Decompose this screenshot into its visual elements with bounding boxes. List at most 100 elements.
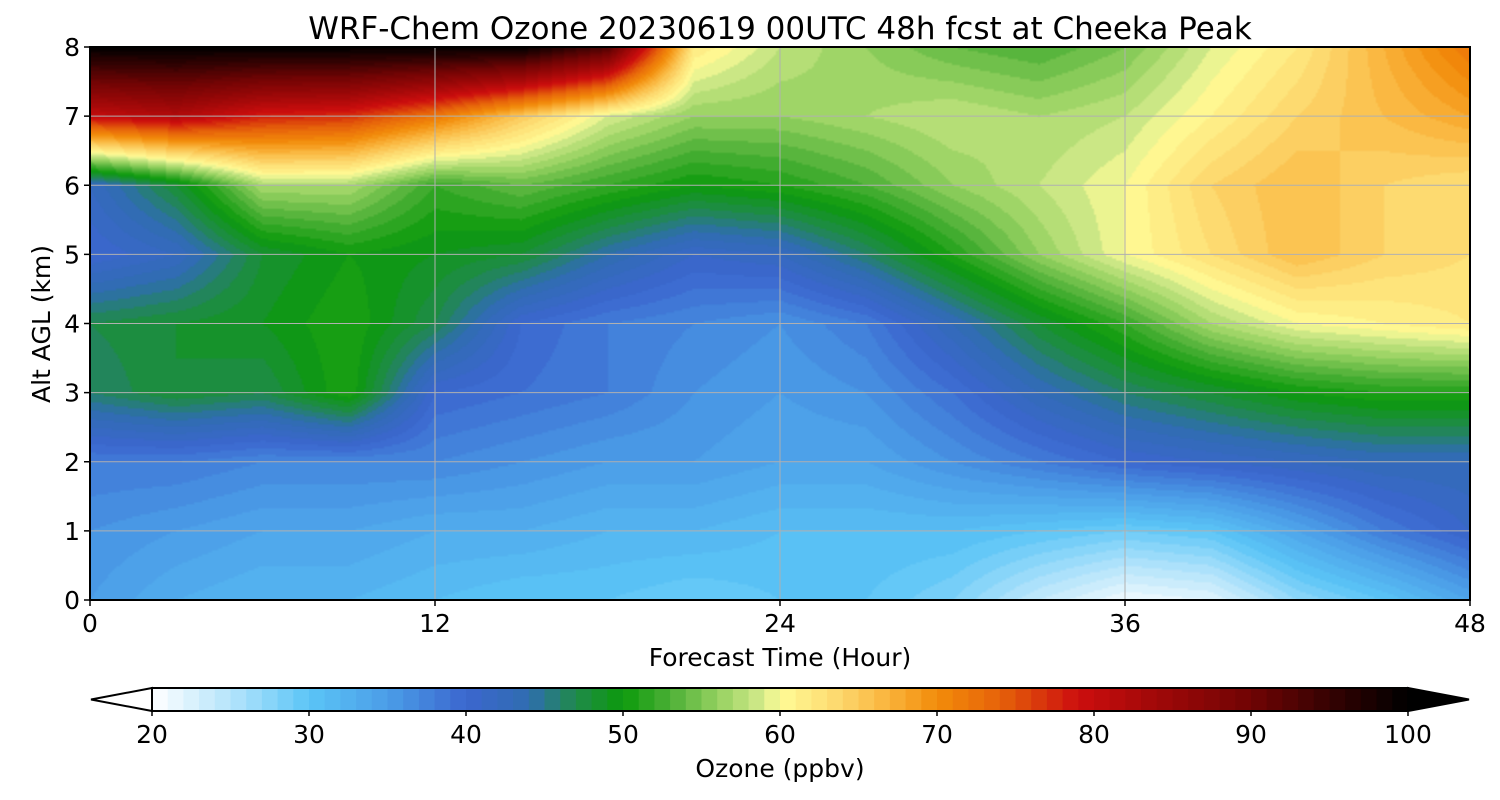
colorbar: 20 30 40 50 60 70 80 90 100 Ozone (ppbv) xyxy=(90,686,1470,783)
colorbar-tick-label: 40 xyxy=(450,720,482,749)
colorbar-cell xyxy=(560,688,577,711)
colorbar-tick-label: 70 xyxy=(921,720,953,749)
colorbar-cell xyxy=(764,688,781,711)
colorbar-cell xyxy=(654,688,671,711)
colorbar-cell xyxy=(748,688,765,711)
colorbar-cell xyxy=(1156,688,1174,711)
colorbar-cell xyxy=(528,688,546,711)
colorbar-tick-label: 100 xyxy=(1384,720,1432,749)
colorbar-cell xyxy=(183,688,200,711)
y-axis-label: Alt AGL (km) xyxy=(27,245,56,403)
plot-area xyxy=(89,46,1471,601)
colorbar-cell xyxy=(387,688,404,711)
colorbar-ticks: 20 30 40 50 60 70 80 90 100 xyxy=(136,711,1432,749)
x-tick-label: 48 xyxy=(1454,609,1486,638)
grid-lines xyxy=(90,47,1470,600)
colorbar-cell xyxy=(277,688,294,711)
colorbar-cell xyxy=(340,688,357,711)
colorbar-cell xyxy=(199,688,216,711)
colorbar-extend-high-arrow xyxy=(1407,686,1470,713)
colorbar-cell xyxy=(952,688,969,711)
colorbar-cell xyxy=(544,688,561,711)
colorbar-cell xyxy=(827,688,844,711)
colorbar-cell xyxy=(481,688,498,711)
colorbar-cell xyxy=(230,688,247,711)
x-tick-label: 24 xyxy=(764,609,796,638)
colorbar-tick-label: 20 xyxy=(136,720,168,749)
colorbar-tick-label: 30 xyxy=(293,720,325,749)
colorbar-cell xyxy=(591,688,608,711)
colorbar-cell xyxy=(466,688,483,711)
colorbar-cell xyxy=(1141,688,1158,711)
colorbar-cell xyxy=(1329,688,1346,711)
x-tick-label: 12 xyxy=(419,609,451,638)
y-tick-label: 1 xyxy=(64,517,80,546)
y-tick-label: 0 xyxy=(64,586,80,615)
colorbar-cell xyxy=(858,688,875,711)
colorbar-cell xyxy=(1046,688,1064,711)
colorbar-cell xyxy=(1031,688,1048,711)
colorbar-cell xyxy=(418,688,436,711)
colorbar-cell xyxy=(1203,688,1221,711)
y-tick-label: 4 xyxy=(64,310,80,339)
colorbar-cell xyxy=(1109,688,1126,711)
colorbar-cell xyxy=(1172,688,1189,711)
colorbar-cell xyxy=(403,688,420,711)
x-tick-label: 36 xyxy=(1109,609,1141,638)
colorbar-cell xyxy=(1392,688,1409,711)
colorbar-cell xyxy=(1188,688,1205,711)
colorbar-cell xyxy=(450,688,467,711)
colorbar-cell xyxy=(984,688,1001,711)
y-tick-label: 6 xyxy=(64,171,80,200)
colorbar-cell xyxy=(1376,688,1393,711)
colorbar-cell xyxy=(1094,688,1111,711)
chart-title: WRF-Chem Ozone 20230619 00UTC 48h fcst a… xyxy=(308,11,1252,47)
y-tick-label: 5 xyxy=(64,240,80,269)
colorbar-tick-label: 60 xyxy=(764,720,796,749)
y-axis-ticks: 0 1 2 3 4 5 6 7 8 xyxy=(64,33,90,615)
colorbar-cell xyxy=(371,688,389,711)
colorbar-cell xyxy=(1313,688,1331,711)
colorbar-cell xyxy=(732,688,750,711)
colorbar-cell xyxy=(701,688,718,711)
colorbar-cell xyxy=(167,688,184,711)
colorbar-cell xyxy=(1219,688,1236,711)
colorbar-cell xyxy=(497,688,514,711)
colorbar-cell xyxy=(152,688,169,711)
x-tick-label: 0 xyxy=(82,609,98,638)
colorbar-cell xyxy=(309,688,326,711)
colorbar-cell xyxy=(1266,688,1283,711)
colorbar-cell xyxy=(968,688,985,711)
colorbar-cell xyxy=(937,688,954,711)
colorbar-cell xyxy=(1235,688,1252,711)
colorbar-cell xyxy=(607,688,624,711)
colorbar-cell xyxy=(214,688,232,711)
colorbar-cell xyxy=(1282,688,1299,711)
colorbar-cell xyxy=(811,688,828,711)
colorbar-cell xyxy=(1078,688,1095,711)
colorbar-cell xyxy=(670,688,687,711)
colorbar-cell xyxy=(1360,688,1378,711)
colorbar-tick-label: 90 xyxy=(1235,720,1267,749)
colorbar-label: Ozone (ppbv) xyxy=(695,754,864,783)
colorbar-cell xyxy=(575,688,593,711)
colorbar-tick-label: 80 xyxy=(1078,720,1110,749)
colorbar-cell xyxy=(1062,688,1079,711)
y-tick-label: 3 xyxy=(64,379,80,408)
x-axis-label: Forecast Time (Hour) xyxy=(649,643,912,672)
colorbar-cell xyxy=(685,688,703,711)
colorbar-cell xyxy=(356,688,373,711)
colorbar-cell xyxy=(889,688,907,711)
colorbar-cell xyxy=(921,688,938,711)
colorbar-cell xyxy=(874,688,891,711)
colorbar-cell xyxy=(324,688,341,711)
colorbar-tick-label: 50 xyxy=(607,720,639,749)
colorbar-cell xyxy=(1251,688,1268,711)
colorbar-cell xyxy=(999,688,1017,711)
colorbar-cell xyxy=(1125,688,1142,711)
colorbar-cell xyxy=(434,688,451,711)
colorbar-cell xyxy=(246,688,263,711)
colorbar-cell xyxy=(623,688,640,711)
colorbar-cell xyxy=(293,688,310,711)
